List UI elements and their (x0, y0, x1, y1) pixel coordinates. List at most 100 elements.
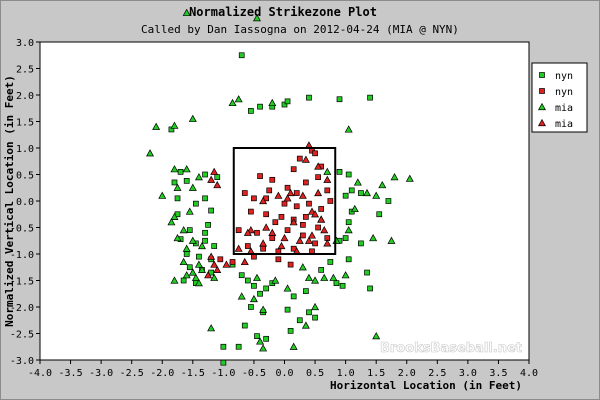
square-red-point (293, 203, 300, 210)
triangle-green-point (228, 98, 237, 107)
triangle-green-point (194, 173, 203, 181)
square-green-point (257, 103, 263, 110)
square-green-point (318, 267, 325, 273)
legend-marker (539, 88, 545, 94)
square-green-point (342, 235, 349, 241)
square-green-point (348, 187, 355, 194)
triangle-green-point (173, 233, 182, 242)
square-green-point (358, 190, 364, 196)
triangle-green-point (188, 268, 197, 276)
square-red-point (244, 243, 251, 249)
legend: nyn nyn mia mia (531, 62, 588, 133)
triangle-green-point (185, 207, 194, 215)
y-tick-label: 2.0 (16, 91, 34, 102)
square-green-point (312, 314, 318, 321)
square-red-point (312, 150, 318, 157)
square-green-point (284, 306, 291, 313)
legend-label: nyn (555, 87, 573, 98)
triangle-green-point (249, 294, 258, 303)
triangle-red-point (317, 215, 326, 223)
triangle-red-point (268, 228, 277, 236)
y-tick-label: 0.5 (16, 171, 34, 182)
legend-label: mia (555, 103, 573, 114)
square-green-point (238, 272, 245, 279)
square-red-point (290, 166, 297, 173)
square-green-point (342, 192, 349, 199)
square-red-point (260, 245, 266, 252)
triangle-red-point (222, 260, 231, 268)
triangle-green-point (182, 244, 191, 252)
triangle-green-point (197, 241, 206, 250)
triangle-red-point (308, 231, 317, 239)
square-green-point (333, 280, 340, 286)
square-green-point (168, 126, 175, 133)
x-tick-label: 3.5 (489, 368, 507, 379)
triangle-green-point (387, 236, 396, 244)
triangle-red-point (210, 167, 219, 175)
square-green-point (290, 293, 297, 300)
square-red-point (263, 211, 270, 218)
triangle-red-point (323, 239, 332, 247)
triangle-red-point (280, 233, 289, 242)
legend-items: nyn nyn mia mia (538, 71, 573, 130)
triangle-red-point (283, 194, 292, 202)
square-red-point (257, 173, 263, 179)
square-green-point (202, 171, 208, 178)
legend-marker (538, 118, 546, 127)
triangle-green-point (194, 279, 203, 287)
triangle-green-point (182, 8, 191, 16)
triangle-green-point (197, 265, 206, 273)
triangle-green-point (405, 174, 414, 182)
square-red-point (284, 184, 291, 191)
triangle-green-point (353, 178, 362, 186)
triangle-green-point (283, 284, 292, 292)
y-tick-label: -0.5 (10, 224, 34, 235)
legend-marker (538, 102, 546, 111)
square-red-point (278, 214, 285, 220)
square-red-point (293, 190, 300, 196)
triangle-red-point (286, 188, 295, 197)
square-green-point (183, 251, 190, 257)
square-green-point (202, 195, 208, 202)
triangle-green-point (158, 191, 167, 199)
y-axis-label: Normalized Vertical Location (in Feet) (3, 75, 16, 327)
square-green-point (220, 343, 227, 350)
triangle-red-point (240, 257, 249, 266)
triangle-green-point (252, 273, 261, 281)
triangle-red-point (304, 236, 313, 244)
triangle-red-point (314, 188, 323, 197)
square-red-point (327, 198, 334, 204)
square-red-point (303, 214, 309, 220)
x-tick-label: -3.5 (59, 368, 83, 379)
triangle-green-point (234, 95, 243, 103)
square-red-point (306, 200, 312, 207)
triangle-green-point (170, 212, 179, 220)
chart-subtitle: Called by Dan Iassogna on 2012-04-24 (MI… (141, 23, 459, 36)
triangle-green-point (268, 98, 277, 107)
x-tick-label: 3.0 (459, 368, 477, 379)
triangle-green-point (152, 122, 161, 130)
square-green-point (171, 179, 178, 186)
triangle-green-point (372, 191, 381, 199)
square-red-point (287, 261, 294, 268)
square-green-point (345, 219, 352, 226)
x-tick-label: -3.0 (89, 368, 113, 379)
square-green-point (376, 211, 383, 218)
square-green-point (281, 101, 288, 108)
triangle-green-point (170, 276, 179, 284)
square-green-point (196, 253, 202, 260)
square-green-point (248, 304, 254, 310)
square-green-point (263, 285, 270, 292)
watermark-text: BrooksBaseball.net (380, 341, 522, 356)
square-red-point (269, 235, 276, 241)
triangle-green-point (179, 257, 188, 266)
square-red-point (241, 190, 248, 196)
square-green-point (241, 322, 248, 329)
square-red-point (296, 155, 303, 162)
square-green-point (345, 256, 352, 263)
triangle-red-point (207, 175, 216, 183)
triangle-green-point (363, 188, 372, 197)
triangle-green-point (341, 271, 350, 279)
square-green-point (174, 195, 181, 202)
triangle-red-point (262, 223, 271, 231)
